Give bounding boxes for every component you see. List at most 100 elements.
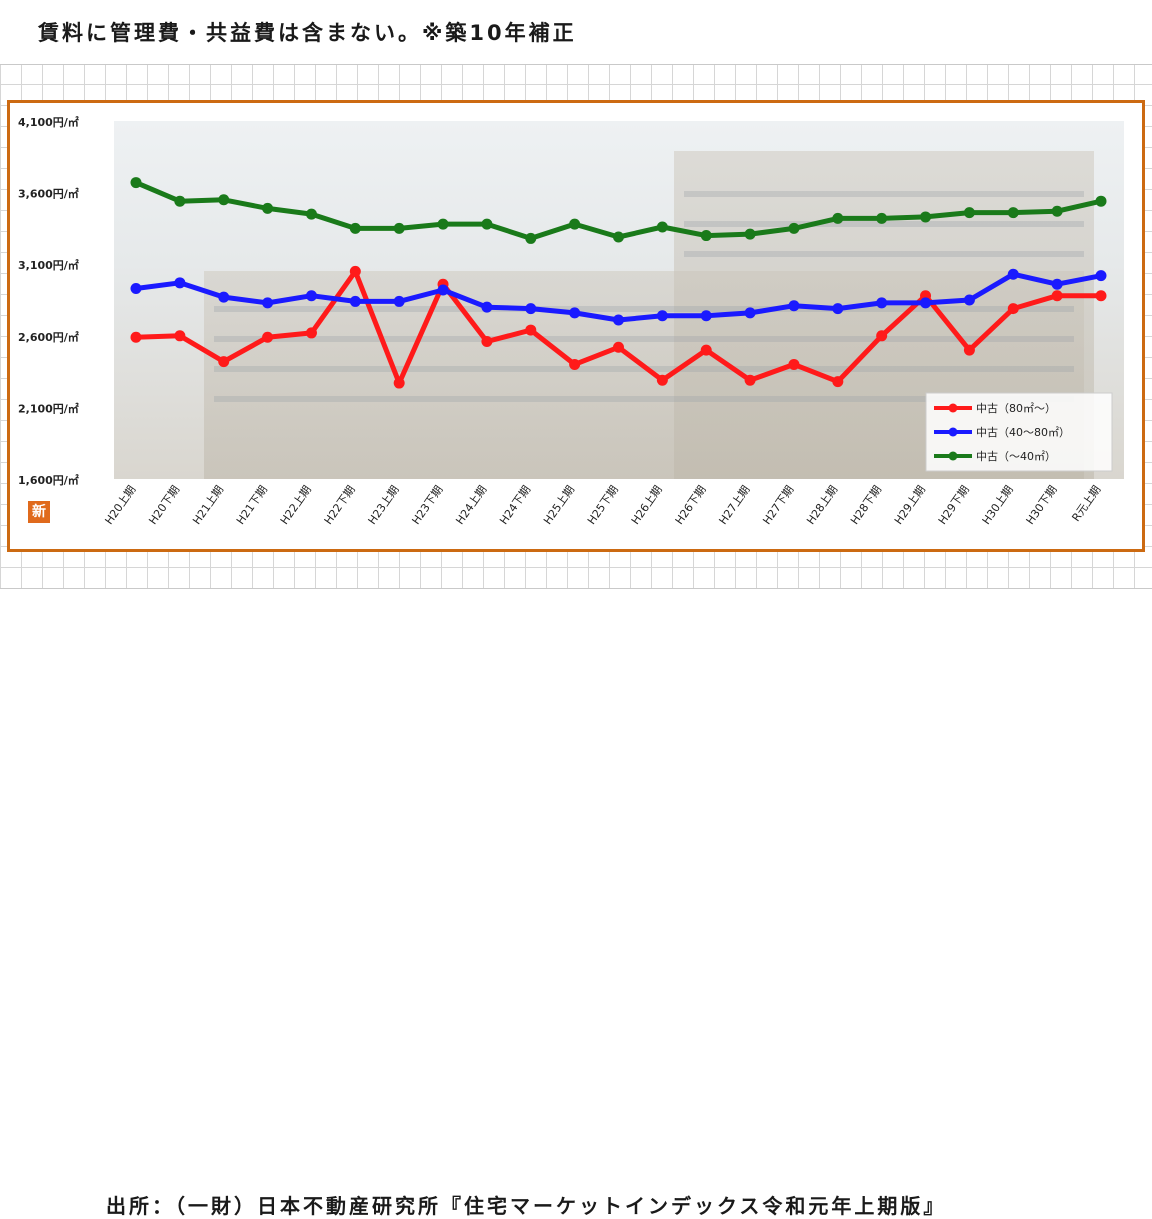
data-point [832,376,844,388]
x-tick-label: R元上期 [1069,483,1103,524]
data-point [1095,195,1107,207]
data-point [218,291,230,303]
x-tick-label: H23下期 [409,483,445,527]
x-tick-label: H21下期 [234,483,270,527]
data-point [832,303,844,315]
x-tick-label: H27上期 [717,483,753,527]
data-point [218,356,230,368]
x-tick-label: H22上期 [278,483,314,527]
legend-label: 中古（40～80㎡） [976,426,1070,439]
x-tick-label: H20下期 [146,483,182,527]
data-point [876,212,888,224]
data-point [788,222,800,234]
data-point [744,228,756,240]
y-tick-label: 1,600円/㎡ [18,473,79,487]
data-point [130,283,142,295]
data-point [613,231,624,243]
x-tick-label: H20上期 [102,483,138,527]
data-point [1007,268,1019,280]
data-point [393,222,405,234]
legend-label: 中古（～40㎡） [976,450,1056,463]
y-tick-label: 2,600円/㎡ [18,330,79,344]
x-tick-label: H28下期 [848,483,884,527]
data-point [262,202,274,214]
x-tick-label: H30上期 [980,483,1016,527]
series-line-2 [135,180,1102,241]
x-tick-label: H23上期 [366,483,402,527]
data-point [963,294,975,306]
x-tick-label: H30下期 [1024,483,1060,527]
x-tick-label: H26上期 [629,483,665,527]
source-citation: 出所：（一財）日本不動産研究所『住宅マーケットインデックス令和元年上期版』 [106,1194,947,1218]
data-point [481,218,493,230]
x-tick-label: H25下期 [585,483,621,527]
x-tick-label: H24下期 [497,483,533,527]
data-point [262,331,274,343]
data-point [876,330,888,342]
data-point [174,330,186,342]
footer-band: 出所：（一財）日本不動産研究所『住宅マーケットインデックス令和元年上期版』 [0,588,1152,1218]
data-point [393,295,405,307]
header-band: 賃料に管理費・共益費は含まない。※築10年補正 [0,0,1152,65]
legend-marker [948,403,958,413]
data-point [613,341,624,353]
data-point [744,374,756,386]
y-tick-label: 3,100円/㎡ [18,258,79,272]
data-point [569,218,581,230]
data-point [613,314,624,326]
data-point [218,194,230,206]
y-tick-label: 3,600円/㎡ [18,187,79,201]
x-tick-label: H26下期 [673,483,709,527]
x-tick-label: H21上期 [190,483,226,527]
data-point [700,310,712,322]
data-point [920,297,932,309]
data-point [1095,270,1107,282]
data-point [963,207,975,219]
data-point [174,195,186,207]
data-point [130,331,142,343]
series-line-0 [135,268,1101,386]
data-point [305,327,317,339]
series-line-1 [135,271,1102,323]
data-point [700,230,712,242]
data-point [349,295,361,307]
data-point [349,265,361,277]
logo-badge: 新 [28,501,50,523]
data-point [1051,205,1063,217]
legend-label: 中古（80㎡～） [976,402,1056,415]
data-point [305,290,317,302]
data-point [963,344,975,356]
y-tick-label: 2,100円/㎡ [18,401,79,415]
data-point [349,222,361,234]
data-point [130,177,142,189]
data-point [525,232,537,244]
x-tick-label: H24上期 [453,483,489,527]
data-point [569,307,581,319]
data-point [920,211,932,223]
data-point [788,300,800,312]
x-tick-label: H27下期 [760,483,796,527]
data-point [744,307,756,319]
y-tick-label: 4,100円/㎡ [18,115,79,129]
data-point [1095,290,1107,302]
data-point [569,358,581,370]
data-point [525,324,537,336]
x-tick-label: H29下期 [936,483,972,527]
data-point [305,208,317,220]
data-point [525,303,537,315]
data-point [1051,278,1063,290]
data-point [437,218,449,230]
data-point [876,297,888,309]
data-point [262,297,274,309]
data-point [656,221,668,233]
data-point [174,277,186,289]
data-point [1051,290,1063,302]
data-point [656,310,668,322]
legend-marker [948,427,958,437]
data-point [788,358,800,370]
chart-frame: 1,600円/㎡ 2,100円/㎡ 2,600円/㎡ 3,100円/㎡ 3,600円/㎡… [7,100,1145,552]
data-point [1007,207,1019,219]
x-tick-label: H22下期 [322,483,358,527]
data-point [481,336,493,348]
x-tick-label: H28上期 [804,483,840,527]
